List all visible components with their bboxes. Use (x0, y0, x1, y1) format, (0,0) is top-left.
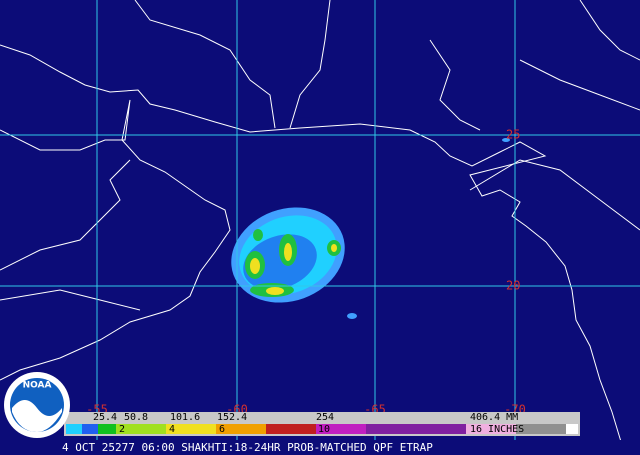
latitude-label: 20 (506, 279, 520, 293)
noaa-logo: NOAA (4, 372, 70, 438)
mm-label: 254 (316, 412, 334, 423)
logo-text: NOAA (23, 381, 52, 391)
mm-label: 152.4 (217, 412, 247, 423)
mm-label: 50.8 (124, 412, 148, 423)
inch-label: 4 (169, 424, 175, 435)
inch-label: 2 (119, 424, 125, 435)
mm-label: 101.6 (170, 412, 200, 423)
mm-label: 25.4 (93, 412, 117, 423)
color-bar: 25.4 50.8 101.6 152.4 254 406.4 MM 2 4 6… (64, 412, 580, 436)
footer-caption: 4 OCT 25277 06:00 SHAKHTI:18-24HR PROB-M… (62, 441, 433, 454)
inch-label: 10 (318, 424, 330, 435)
footer-background (0, 440, 640, 455)
mm-label: 406.4 MM (470, 412, 518, 423)
latitude-label: 25 (506, 128, 520, 142)
inch-label: 6 (219, 424, 225, 435)
inch-label: 16 INCHES (470, 424, 524, 435)
precipitation-field (231, 138, 510, 319)
